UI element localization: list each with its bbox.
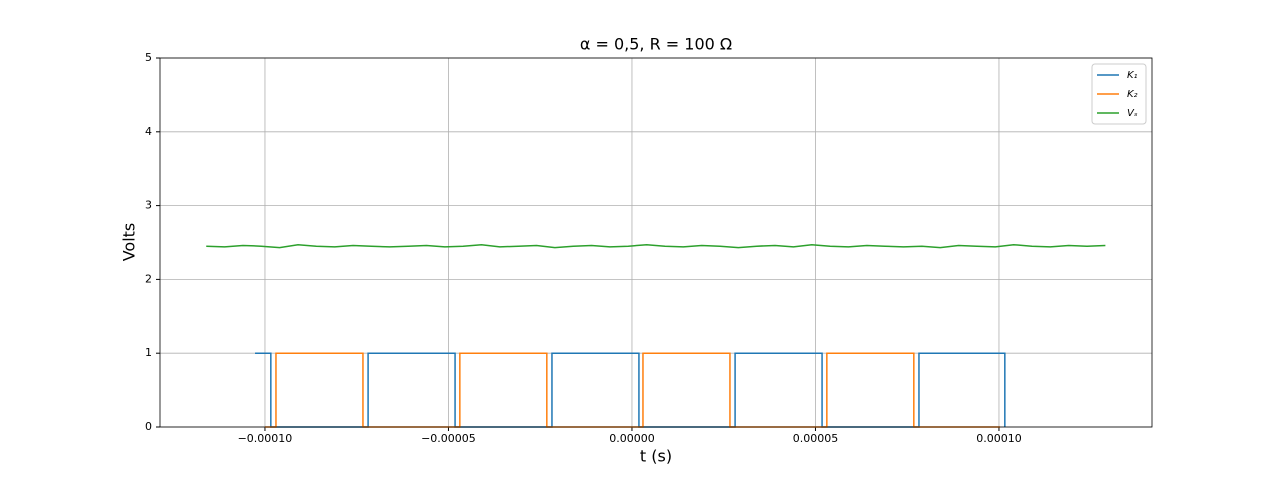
plot-frame [159, 57, 1153, 428]
x-tick-label: 0.00010 [976, 432, 1022, 445]
y-axis-label: Volts [120, 223, 139, 262]
y-tick-label: 3 [145, 199, 152, 212]
y-tick-label: 0 [145, 420, 152, 433]
x-tick-label: 0.00000 [609, 432, 655, 445]
legend-label: K₂ [1127, 89, 1138, 100]
legend-label: Vₛ [1127, 108, 1138, 119]
chart-title: α = 0,5, R = 100 Ω [580, 35, 732, 54]
x-axis-label: t (s) [640, 447, 672, 466]
y-tick-label: 5 [145, 51, 152, 64]
y-tick-label: 4 [145, 125, 152, 138]
x-tick-label: −0.00010 [238, 432, 293, 445]
legend-label: K₁ [1127, 70, 1138, 81]
y-tick-label: 2 [145, 272, 152, 285]
y-tick-label: 1 [145, 346, 152, 359]
x-tick-label: −0.00005 [421, 432, 476, 445]
x-tick-label: 0.00005 [793, 432, 839, 445]
line-series [206, 243, 1106, 249]
